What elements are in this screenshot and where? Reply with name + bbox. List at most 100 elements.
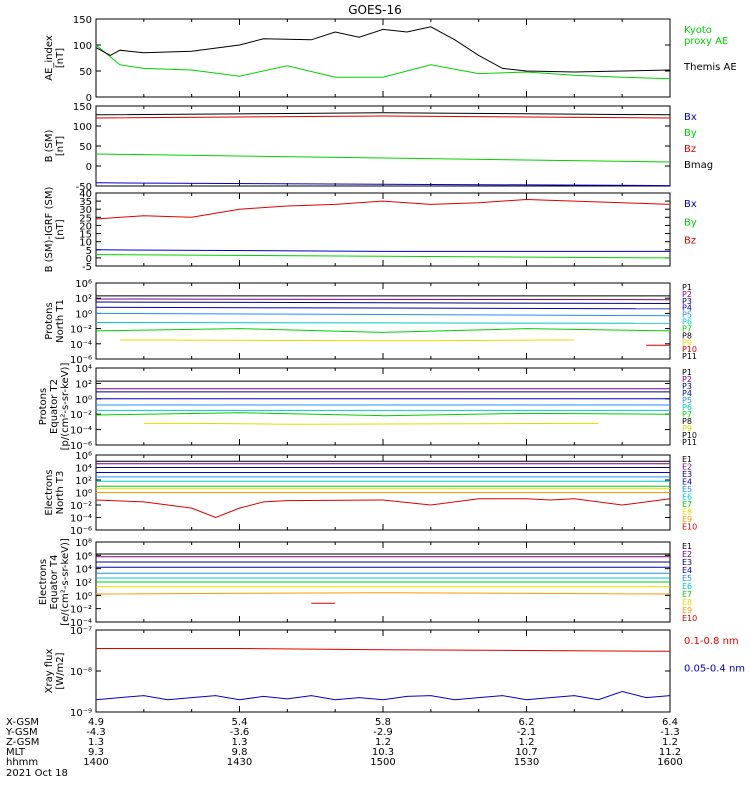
legend-p3: P3 xyxy=(682,382,692,391)
series-p7 xyxy=(95,328,671,333)
footer-value: 1.3 xyxy=(88,737,104,748)
panel-protons_t1: 10⁻⁶ 10⁻⁴ 10⁻² 10⁰ 10² 10⁶ Protons North T1 P1P2… xyxy=(44,279,697,366)
legend-entry: Bz xyxy=(684,144,696,155)
footer-value: 1.2 xyxy=(519,737,535,748)
series-p7 xyxy=(95,412,671,417)
y-axis-label: [nT] xyxy=(55,48,66,68)
footer-value: 1.2 xyxy=(375,737,391,748)
y-tick-label: 10⁶ xyxy=(75,279,92,290)
series-bz xyxy=(95,115,671,119)
y-tick-label: 50 xyxy=(79,142,92,153)
y-tick-label: 10² xyxy=(75,294,92,305)
series-p2 xyxy=(95,298,671,301)
legend-p5: P5 xyxy=(682,311,692,320)
y-tick-label: 100 xyxy=(73,41,92,52)
series-p9 xyxy=(119,339,575,342)
series-p6 xyxy=(95,322,671,324)
series-by xyxy=(95,254,671,259)
footer-value: 1600 xyxy=(657,757,682,768)
y-tick-label: 10⁻⁴ xyxy=(70,618,92,629)
y-axis-label: B (SM)-IGRF (SM) xyxy=(44,187,55,273)
plot-title: GOES-16 xyxy=(348,3,402,17)
y-tick-label: 20 xyxy=(79,221,92,232)
series-0-1-0-8-nm xyxy=(96,648,671,652)
y-tick-label: -5 xyxy=(82,262,92,273)
y-tick-label: 40 xyxy=(79,189,92,200)
footer-value: 10.7 xyxy=(515,747,537,758)
legend-e1: E1 xyxy=(682,455,692,464)
footer-row-label: X-GSM xyxy=(6,717,39,728)
y-axis-label: Protons xyxy=(38,388,49,425)
legend-e8: E8 xyxy=(682,598,692,607)
panel-frame xyxy=(95,105,671,187)
y-tick-label: 10² xyxy=(75,476,92,487)
legend-p2: P2 xyxy=(682,375,692,384)
legend-e6: E6 xyxy=(682,493,692,502)
y-axis-label: [nT] xyxy=(55,136,66,156)
footer-value: -1.3 xyxy=(660,727,680,738)
legend-e3: E3 xyxy=(682,470,692,479)
y-axis-label: Equator T2 xyxy=(49,379,60,434)
legend-e3: E3 xyxy=(682,558,692,567)
y-tick-label: 50 xyxy=(79,67,92,78)
series-kyoto-proxy-ae xyxy=(95,44,671,80)
legend-p11: P11 xyxy=(682,352,697,361)
y-tick-label: 150 xyxy=(73,15,92,26)
y-tick-label: 10⁻² xyxy=(70,325,92,336)
footer-row-label: MLT xyxy=(6,747,26,758)
y-axis-label: North T1 xyxy=(55,299,66,343)
legend-e2: E2 xyxy=(682,463,692,472)
legend-e10: E10 xyxy=(682,614,697,623)
series-p5 xyxy=(95,312,671,317)
legend-e1: E1 xyxy=(682,542,692,551)
y-tick-label: 25 xyxy=(79,213,92,224)
y-axis-label: North T3 xyxy=(55,471,66,515)
legend-entry: 0.05-0.4 nm xyxy=(684,663,745,674)
y-tick-label: 10 xyxy=(79,238,92,249)
panel-frame xyxy=(95,282,671,360)
legend-p10: P10 xyxy=(682,431,697,440)
series-bx xyxy=(95,249,670,252)
y-tick-label: 10⁻² xyxy=(70,605,92,616)
legend-p9: P9 xyxy=(682,424,692,433)
y-tick-label: 10⁴ xyxy=(75,364,92,375)
y-tick-label: 10⁰ xyxy=(75,591,92,602)
footer-value: 10.3 xyxy=(372,747,394,758)
legend-p1: P1 xyxy=(682,283,692,292)
y-tick-label: 10⁶ xyxy=(75,551,92,562)
legend-entry: Bmag xyxy=(684,160,713,171)
footer-value: -2.1 xyxy=(517,727,537,738)
y-axis-label: [e/(cm²-s-sr-keV)] xyxy=(60,538,71,626)
legend-p9: P9 xyxy=(682,338,692,347)
legend-e9: E9 xyxy=(682,606,692,615)
legend-e2: E2 xyxy=(682,550,692,559)
y-tick-label: 10² xyxy=(75,578,92,589)
legend-p8: P8 xyxy=(682,417,692,426)
y-tick-label: 10⁻² xyxy=(70,501,92,512)
footer-row-label: Z-GSM xyxy=(6,737,39,748)
legend-entry: 0.1-0.8 nm xyxy=(684,636,739,647)
panel-electrons_t4: 10⁻⁴ 10⁻² 10⁰ 10² 10⁴ 10⁶ 10⁸ Electrons Equator … xyxy=(38,538,697,629)
y-tick-label: 10⁴ xyxy=(75,565,92,576)
footer-value: 9.8 xyxy=(232,747,248,758)
legend-p4: P4 xyxy=(682,304,692,313)
series-e10 xyxy=(95,498,671,519)
panel-protons_t2: 10⁻⁶ 10⁻⁴ 10⁻² 10⁰ 10² 10⁴ Protons Equator T2 [p… xyxy=(38,363,697,452)
legend-e4: E4 xyxy=(682,478,692,487)
series-themis-ae xyxy=(95,26,671,73)
legend-entry: Bx xyxy=(684,199,697,210)
series-p9 xyxy=(143,422,599,425)
y-tick-label: 10² xyxy=(75,379,92,390)
series-bmag xyxy=(95,112,671,116)
legend-p8: P8 xyxy=(682,331,692,340)
series-p3 xyxy=(95,301,671,304)
legend-p10: P10 xyxy=(682,345,697,354)
y-tick-label: 10⁻⁸ xyxy=(70,667,92,678)
series-bx xyxy=(95,182,671,187)
legend-p2: P2 xyxy=(682,290,692,299)
y-tick-label: 10⁻⁶ xyxy=(70,526,92,537)
legend-p7: P7 xyxy=(682,324,692,333)
